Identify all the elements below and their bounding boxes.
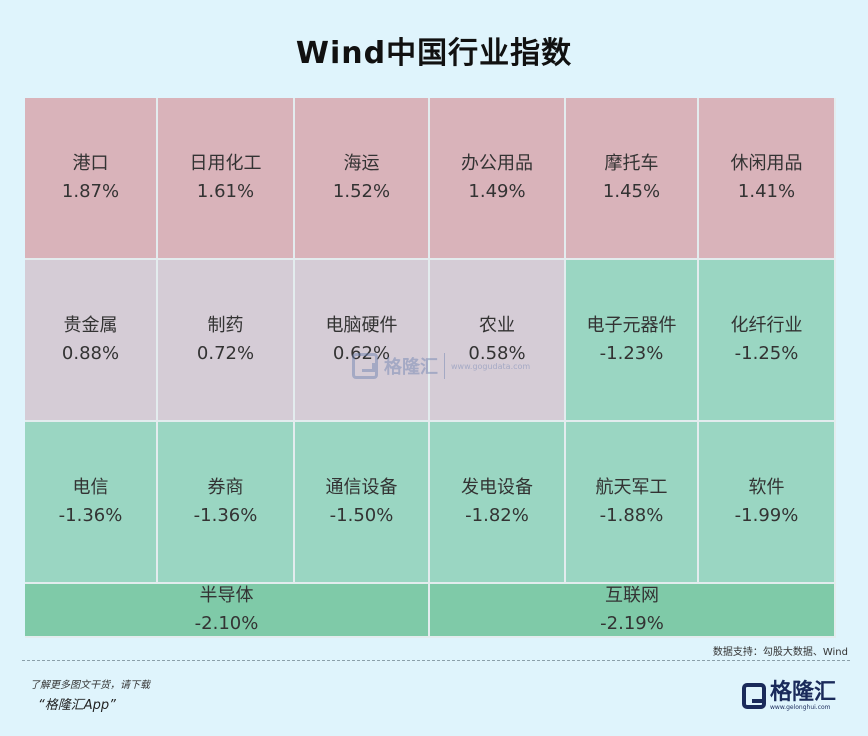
heatmap-cell-value: 1.41% [737,181,796,202]
heatmap-cell-value: -1.25% [734,343,799,364]
heatmap-cell: 贵金属 0.88% [25,260,158,422]
heatmap-cell-label: 港口 [72,153,109,174]
heatmap-cell-value: 0.88% [61,343,120,364]
heatmap-cell-value: -1.23% [599,343,664,364]
heatmap-cell: 互联网 -2.19% [430,584,836,638]
heatmap-cell-label: 摩托车 [604,153,659,174]
brand-name: 格隆汇 [770,679,837,705]
heatmap-cell: 日用化工 1.61% [158,98,295,260]
heatmap-cell-value: -2.10% [194,613,259,634]
heatmap-cell-value: 1.61% [196,181,255,202]
heatmap-cell-value: -1.50% [329,505,394,526]
heatmap-cell: 休闲用品 1.41% [699,98,836,260]
watermark-logo-icon [352,353,378,379]
heatmap-cell: 软件 -1.99% [699,422,836,584]
heatmap-cell-value: -1.88% [599,505,664,526]
watermark: 格隆汇 www.gogudata.com [352,348,567,384]
heatmap-cell: 发电设备 -1.82% [430,422,566,584]
heatmap-cell: 摩托车 1.45% [566,98,699,260]
brand-logo-icon [742,683,766,709]
heatmap-cell-label: 休闲用品 [730,153,803,174]
heatmap-cell: 办公用品 1.49% [430,98,566,260]
heatmap-cell-value: 1.49% [468,181,526,202]
heatmap-cell-label: 贵金属 [63,315,118,336]
watermark-name: 格隆汇 [384,357,438,378]
heatmap-cell-value: 1.45% [602,181,661,202]
heatmap-cell-label: 化纤行业 [730,315,803,336]
heatmap-cell-label: 制药 [207,315,244,336]
footer-download-text: 了解更多图文干货，请下载 [30,680,150,691]
footer-app-name: “格隆汇App” [38,698,116,713]
heatmap-cell: 券商 -1.36% [158,422,295,584]
heatmap-cell-value: -1.82% [465,505,529,526]
heatmap-cell-label: 农业 [479,315,515,336]
heatmap-cell: 半导体 -2.10% [25,584,430,638]
heatmap-cell: 电子元器件 -1.23% [566,260,699,422]
heatmap-cell-value: 1.87% [61,181,120,202]
brand-logo: 格隆汇 www.gelonghui.com [742,680,836,712]
data-source: 数据支持：勾股大数据、Wind [712,647,848,658]
heatmap-cell: 电信 -1.36% [25,422,158,584]
heatmap-cell-label: 发电设备 [461,477,533,498]
heatmap-cell-label: 互联网 [605,585,659,606]
heatmap-grid: 港口 1.87% 日用化工 1.61% 海运 1.52% 办公用品 1.49% 摩托车 1.45%… [25,98,836,638]
heatmap-cell-label: 航天军工 [595,477,668,498]
heatmap-cell-value: -1.99% [734,505,799,526]
heatmap-cell-label: 电脑硬件 [325,315,398,336]
watermark-separator [444,353,445,379]
heatmap-cell-label: 电子元器件 [586,315,677,336]
heatmap-cell-label: 软件 [748,477,785,498]
heatmap-cell: 航天军工 -1.88% [566,422,699,584]
heatmap-cell: 制药 0.72% [158,260,295,422]
heatmap-cell-value: -2.19% [600,613,664,634]
heatmap-cell-label: 海运 [343,153,380,174]
heatmap-cell-value: 1.52% [332,181,391,202]
heatmap-cell-label: 日用化工 [189,153,262,174]
heatmap-cell-value: 0.62% [332,343,391,364]
heatmap-cell-label: 通信设备 [325,477,398,498]
heatmap-cell-value: 0.58% [468,343,526,364]
heatmap-cell-label: 半导体 [199,585,254,606]
heatmap-cell: 海运 1.52% [295,98,430,260]
heatmap-cell-label: 券商 [207,477,244,498]
footer-divider [22,660,850,661]
heatmap-cell: 化纤行业 -1.25% [699,260,836,422]
heatmap-cell-label: 电信 [72,477,109,498]
heatmap-cell: 通信设备 -1.50% [295,422,430,584]
watermark-url: www.gogudata.com [451,361,531,371]
heatmap-cell-value: -1.36% [193,505,258,526]
chart-title: Wind中国行业指数 [295,36,573,71]
heatmap-cell: 港口 1.87% [25,98,158,260]
brand-url: www.gelonghui.com [770,703,831,711]
heatmap-cell-value: 0.72% [196,343,255,364]
heatmap-cell-label: 办公用品 [461,153,533,174]
heatmap-cell: 农业 0.58% [430,260,566,422]
heatmap-cell: 电脑硬件 0.62% [295,260,430,422]
heatmap-cell-value: -1.36% [58,505,123,526]
